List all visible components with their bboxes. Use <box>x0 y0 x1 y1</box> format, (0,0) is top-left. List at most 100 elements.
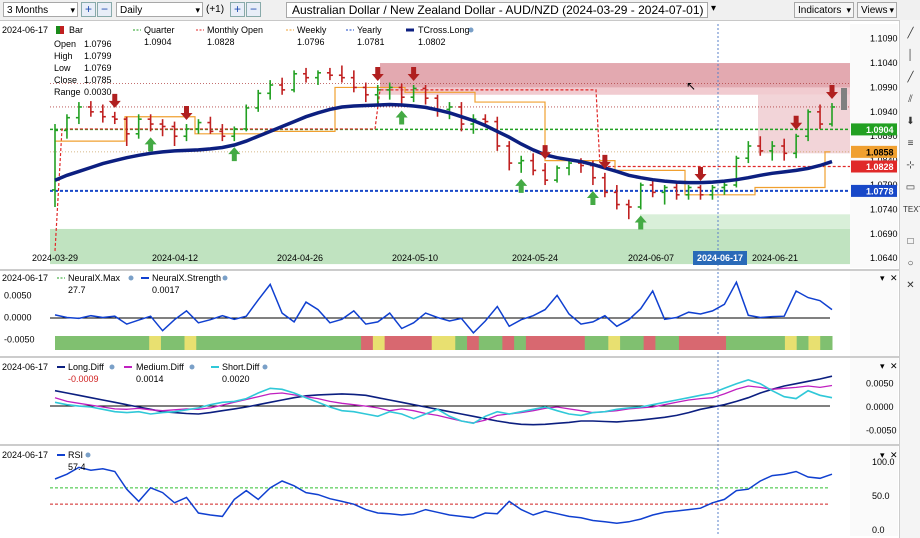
diff-axis <box>850 358 898 444</box>
neural-state-band <box>549 336 562 350</box>
neural-state-band <box>561 336 574 350</box>
sell-arrow-icon <box>108 93 121 108</box>
settings-dot-icon[interactable] <box>262 364 268 370</box>
ohlc-low-label: Low <box>54 63 71 73</box>
neural-state-band <box>149 336 162 350</box>
neural-state-band <box>78 336 91 350</box>
drawing-toolbar: ╱ │ ╱ ⫽ ⬇ ≡ ⊹ ▭ TEXT □ ○ ✕ <box>899 20 920 538</box>
legend-weekly: Weekly <box>297 25 327 35</box>
neural-state-band <box>761 336 774 350</box>
neural-state-band <box>419 336 433 350</box>
fibonacci-icon[interactable]: ≡ <box>907 138 914 149</box>
sell-arrow-icon <box>371 67 384 81</box>
chevron-down-icon[interactable]: ▾ <box>711 3 717 14</box>
ohlc-close-label: Close <box>54 75 77 85</box>
neural-state-band <box>478 336 492 350</box>
medium-diff-line <box>54 384 833 424</box>
draw-line-icon[interactable]: ╱ <box>907 28 914 39</box>
close-icon[interactable]: ✕ <box>890 273 898 283</box>
neural-state-band <box>266 336 280 350</box>
close-icon[interactable]: ✕ <box>890 361 898 371</box>
price-tick-label: 1.1040 <box>870 58 898 68</box>
vertical-line-icon[interactable]: │ <box>907 50 914 61</box>
neural-state-band <box>737 336 751 350</box>
text-icon[interactable]: TEXT <box>903 205 920 214</box>
indicators-button[interactable]: Indicators <box>794 2 854 18</box>
main-legend: 2024-06-17 Bar Quarter 1.0904 Monthly Op… <box>2 25 474 97</box>
offset-plus-button[interactable]: + <box>230 2 245 17</box>
neural-state-band <box>655 336 668 350</box>
date-axis-labels: 2024-03-29 2024-04-12 2024-04-26 2024-05-10… <box>32 251 798 265</box>
settings-dot-icon[interactable] <box>468 27 474 33</box>
medium-diff-value: 0.0014 <box>136 374 164 384</box>
neural-state-band <box>90 336 103 350</box>
zoom-out-button[interactable]: − <box>97 2 112 17</box>
close-icon[interactable]: ✕ <box>906 280 915 291</box>
neural-state-band <box>631 336 645 350</box>
range-dropdown[interactable]: 3 Months <box>3 2 78 18</box>
legend-quarter: Quarter <box>144 25 175 35</box>
neural-state-band <box>160 336 174 350</box>
neural-state-band <box>231 336 244 350</box>
date-tick-label: 2024-04-26 <box>277 253 323 263</box>
offset-minus-button[interactable]: − <box>246 2 261 17</box>
neural-state-band <box>55 336 68 350</box>
settings-dot-icon[interactable] <box>85 452 91 458</box>
interval-dropdown[interactable]: Daily <box>116 2 203 18</box>
neural-state-band <box>620 336 633 350</box>
neural-state-band <box>113 336 127 350</box>
short-diff-line <box>54 379 833 425</box>
collapse-arrow-icon[interactable]: ▾ <box>880 361 885 371</box>
resistance-zone-light <box>380 87 850 95</box>
zoom-in-button[interactable]: + <box>81 2 96 17</box>
price-tick-label: 1.0640 <box>870 253 898 263</box>
ohlc-open-label: Open <box>54 39 76 49</box>
neuralx-max-value: 27.7 <box>68 285 86 295</box>
sell-arrow-icon <box>539 145 552 160</box>
settings-dot-icon[interactable] <box>109 364 115 370</box>
symbol-title[interactable]: Australian Dollar / New Zealand Dollar -… <box>286 2 708 18</box>
settings-dot-icon[interactable] <box>128 275 134 281</box>
neural-axis-labels: 0.0050 0.0000 -0.0050 <box>4 290 35 344</box>
neural-state-band <box>796 336 809 350</box>
chart-area[interactable]: 1.10901.10401.09901.09401.08901.08401.07… <box>0 20 899 538</box>
ohlc-open: 1.0796 <box>84 39 112 49</box>
neuralx-strength-value: 0.0017 <box>152 285 180 295</box>
price-badge-label: 1.0778 <box>866 186 894 196</box>
legend-tcross: TCross.Long <box>418 25 470 35</box>
interval-value: Daily <box>120 5 143 16</box>
collapse-arrow-icon[interactable]: ▾ <box>880 273 885 283</box>
neural-state-band <box>455 336 468 350</box>
collapse-arrow-icon[interactable]: ▾ <box>880 450 885 460</box>
price-tick-label: 1.0890 <box>870 131 898 141</box>
settings-dot-icon[interactable] <box>222 275 228 281</box>
ohlc-high-label: High <box>54 51 73 61</box>
neuralx-max-label: NeuralX.Max <box>68 273 121 283</box>
signal-arrows <box>108 67 838 230</box>
settings-dot-icon[interactable] <box>189 364 195 370</box>
crosshair-icon[interactable]: ⊹ <box>906 160 915 171</box>
arrow-down-icon[interactable]: ⬇ <box>906 116 915 127</box>
ellipse-icon[interactable]: ○ <box>907 258 914 269</box>
long-diff-value: -0.0009 <box>68 374 99 384</box>
ohlc-bars <box>52 65 835 220</box>
channel-icon[interactable]: ⫽ <box>908 94 913 105</box>
trend-line-icon[interactable]: ╱ <box>907 72 914 83</box>
neural-tick-label: 0.0000 <box>4 313 32 323</box>
neural-state-bands <box>55 336 833 350</box>
long-diff-line <box>54 375 833 426</box>
price-tick-label: 1.0740 <box>870 204 898 214</box>
close-icon[interactable]: ✕ <box>890 450 898 460</box>
neural-state-band <box>137 336 150 350</box>
sell-arrow-icon <box>598 154 611 169</box>
date-tick-label: 2024-05-24 <box>512 253 558 263</box>
views-button[interactable]: Views <box>857 2 897 18</box>
rectangle-icon[interactable]: □ <box>907 236 914 247</box>
neural-state-band <box>702 336 715 350</box>
neural-state-band <box>573 336 586 350</box>
callout-icon[interactable]: ▭ <box>905 182 916 193</box>
legend-yearly-value: 1.0781 <box>357 37 385 47</box>
rsi-axis <box>850 446 898 536</box>
neural-state-band <box>372 336 386 350</box>
neural-state-band <box>678 336 692 350</box>
